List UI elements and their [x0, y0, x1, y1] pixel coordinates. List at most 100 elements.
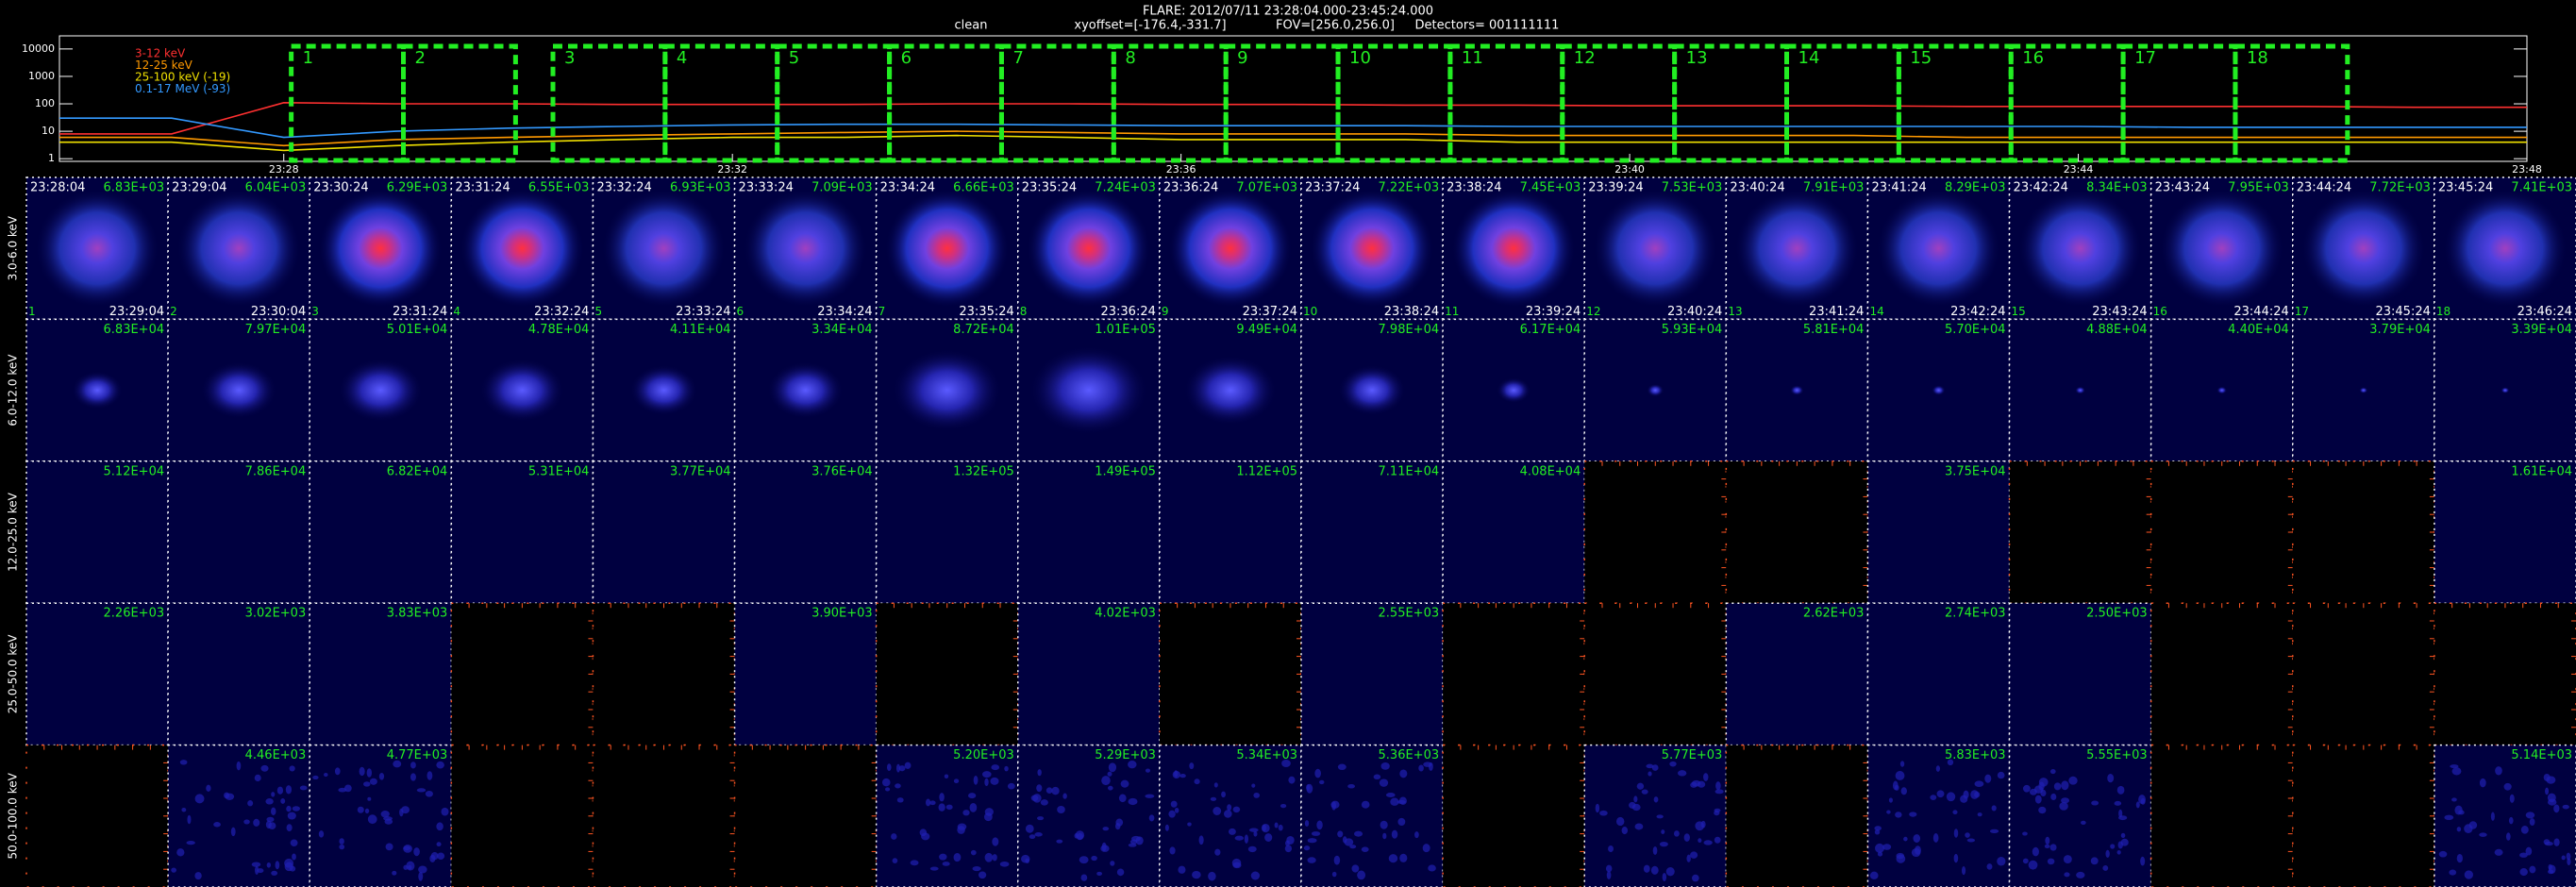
- noise-speckle: [1021, 854, 1030, 863]
- noise-speckle: [957, 826, 965, 834]
- noise-speckle: [1251, 783, 1256, 788]
- noise-speckle: [1899, 761, 1905, 767]
- noise-speckle: [1946, 792, 1956, 802]
- noise-speckle: [437, 852, 445, 860]
- noise-speckle: [2061, 780, 2069, 791]
- noise-speckle: [410, 761, 416, 769]
- noise-speckle: [945, 804, 953, 811]
- image-panel: 5.31E+04: [450, 460, 594, 604]
- noise-speckle: [1989, 828, 1999, 833]
- noise-speckle: [1886, 810, 1891, 814]
- start-time: 23:37:24: [1305, 181, 1360, 195]
- y-tick-label: 1000: [28, 70, 55, 82]
- noise-speckle: [1634, 823, 1644, 830]
- legend-entry: 12-25 keV: [135, 59, 193, 72]
- noise-speckle: [2520, 826, 2529, 834]
- noise-speckle: [357, 806, 364, 813]
- noise-speckle: [1101, 842, 1107, 852]
- noise-speckle: [1253, 830, 1258, 837]
- noise-speckle: [2076, 871, 2085, 879]
- noise-speckle: [1686, 854, 1691, 862]
- interval-number: 7: [1012, 48, 1023, 68]
- noise-speckle: [1025, 824, 1034, 833]
- image-panel: [2292, 744, 2435, 887]
- noise-speckle: [2138, 795, 2146, 805]
- noise-speckle: [224, 792, 230, 799]
- noise-speckle: [929, 866, 939, 871]
- panel-index: 6: [737, 305, 744, 318]
- noise-speckle: [1361, 846, 1369, 852]
- noise-speckle: [2519, 852, 2528, 858]
- noise-speckle: [1333, 855, 1341, 865]
- energy-band-label: 6.0-12.0 keV: [7, 354, 20, 427]
- image-panel: 2.74E+03: [1866, 602, 2011, 746]
- noise-speckle: [2553, 804, 2560, 813]
- source-emission: [1876, 189, 2001, 309]
- noise-speckle: [1715, 789, 1724, 795]
- noise-speckle: [1683, 833, 1690, 842]
- empty-panel: [1442, 744, 1585, 887]
- noise-speckle: [271, 870, 278, 876]
- noise-speckle: [1128, 843, 1137, 847]
- image-panel: [1159, 602, 1302, 746]
- noise-speckle: [289, 765, 295, 772]
- noise-speckle: [403, 864, 409, 870]
- noise-speckle: [1960, 795, 1968, 803]
- noise-speckle: [378, 772, 385, 780]
- noise-speckle: [1970, 790, 1979, 799]
- noise-speckle: [1108, 762, 1117, 773]
- noise-speckle: [1874, 843, 1884, 853]
- noise-speckle: [186, 841, 195, 845]
- panel-index: 17: [2295, 305, 2309, 318]
- noise-speckle: [364, 808, 370, 814]
- noise-speckle: [1351, 864, 1360, 873]
- image-panel: 4.02E+03: [1017, 602, 1161, 746]
- noise-speckle: [1659, 841, 1668, 847]
- noise-speckle: [2080, 820, 2086, 826]
- noise-speckle: [1231, 858, 1242, 868]
- noise-speckle: [2118, 809, 2123, 818]
- image-panel: 3.76E+04: [733, 460, 878, 604]
- image-panel: 5.29E+03: [1017, 744, 1161, 887]
- noise-speckle: [2105, 849, 2110, 858]
- empty-panel: [1442, 602, 1585, 746]
- noise-speckle: [1128, 797, 1138, 806]
- noise-speckle: [1248, 828, 1259, 832]
- noise-speckle: [2444, 814, 2454, 821]
- source-emission: [1932, 385, 1946, 396]
- noise-speckle: [275, 861, 280, 870]
- source-emission: [338, 358, 424, 423]
- noise-speckle: [1187, 822, 1192, 827]
- noise-speckle: [1373, 774, 1381, 779]
- x-tick-label: 23:40: [1614, 163, 1645, 176]
- noise-speckle: [2022, 858, 2029, 864]
- peak-value: 6.93E+03: [670, 181, 731, 195]
- start-time: 23:32:24: [596, 181, 651, 195]
- noise-speckle: [1714, 836, 1721, 844]
- empty-panel: [2434, 602, 2576, 746]
- peak-value: 5.36E+03: [1379, 748, 1440, 762]
- image-panel: [2149, 602, 2294, 746]
- noise-speckle: [1911, 847, 1921, 858]
- noise-speckle: [1414, 831, 1419, 839]
- noise-speckle: [2529, 818, 2535, 826]
- empty-panel: [592, 744, 736, 887]
- noise-speckle: [1307, 857, 1316, 863]
- source-emission: [1029, 345, 1148, 435]
- noise-speckle: [1606, 871, 1612, 879]
- peak-value: 5.34E+03: [1236, 748, 1297, 762]
- noise-speckle: [1662, 872, 1667, 881]
- noise-speckle: [991, 764, 1000, 771]
- x-tick-label: 23:48: [2512, 163, 2542, 176]
- noise-speckle: [194, 872, 202, 880]
- image-panel: [2434, 602, 2576, 746]
- end-time: 23:32:24: [534, 305, 589, 319]
- noise-speckle: [367, 814, 377, 825]
- image-panel: 6.55E+03 23:31:24 23:32:24 4: [450, 176, 594, 321]
- empty-panel: [2149, 460, 2294, 604]
- noise-speckle: [1636, 782, 1645, 790]
- y-tick-label: 10000: [22, 42, 55, 55]
- series-line: [59, 117, 2527, 139]
- noise-speckle: [970, 849, 977, 856]
- peak-value: 1.01E+05: [1095, 323, 1156, 337]
